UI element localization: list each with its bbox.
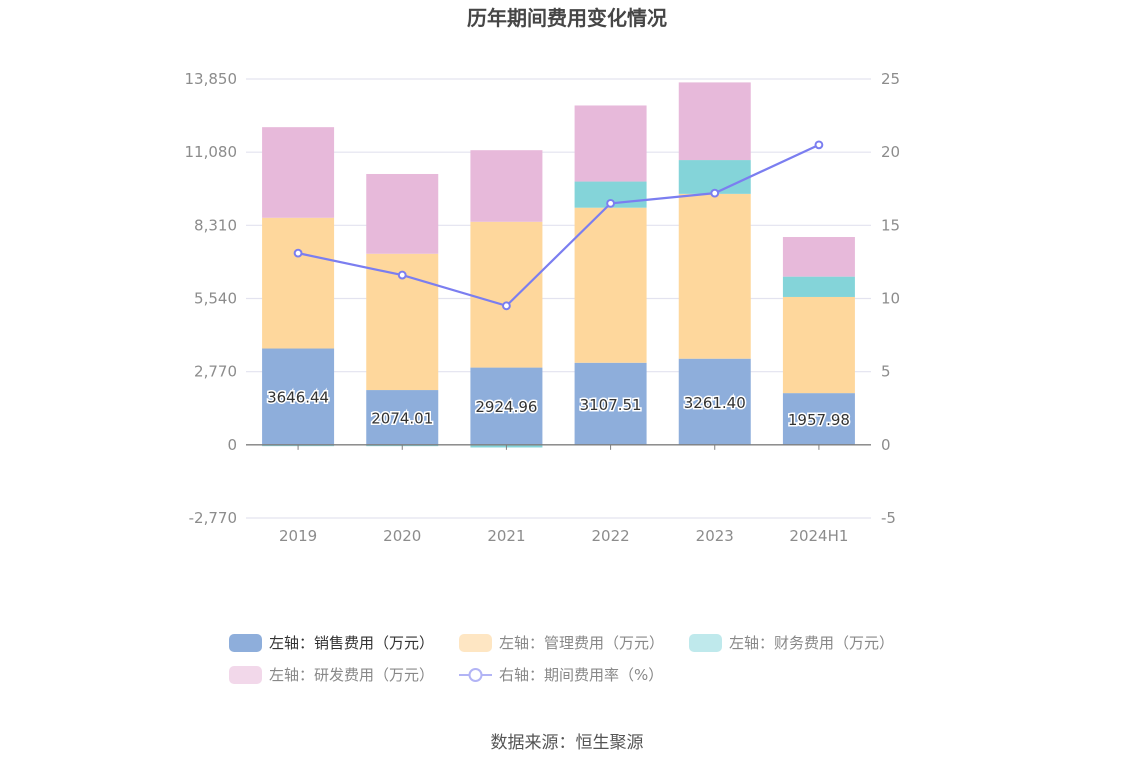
rate-point: [710, 188, 720, 198]
x-axis: [246, 444, 871, 450]
x-axis-tick-label: 2019: [279, 527, 317, 545]
bar-2-2023: [678, 160, 751, 194]
right-axis-tick-label: 15: [881, 216, 900, 234]
left-axis: 13,850 11,080 8,310 5,540 2,770 0 -2,770: [185, 70, 238, 527]
bar-2-2024H1: [782, 276, 855, 297]
legend-swatch: [689, 634, 722, 652]
line-series: [293, 140, 824, 311]
legend-label: 左轴：管理费用（万元）: [499, 634, 664, 652]
legend-label: 右轴：期间费用率（%）: [499, 666, 663, 684]
legend-swatch-marker: [468, 668, 483, 682]
bar-1-2021: [470, 221, 543, 368]
legend: 左轴：销售费用（万元） 左轴：管理费用（万元） 左轴：财务费用（万元） 左轴：研发费用…: [229, 634, 894, 684]
bar-data-label: 3261.40: [684, 394, 746, 412]
bar-3-2019: [262, 127, 335, 218]
bar-0-2020: [366, 390, 439, 445]
grid-lines: [246, 78, 871, 519]
x-axis-tick-label: 2020: [383, 527, 421, 545]
rate-point: [606, 198, 615, 208]
bar-data-label: 3107.51: [580, 396, 642, 414]
right-axis-tick-label: -5: [881, 509, 896, 527]
right-axis-tick-label: 20: [881, 143, 900, 161]
bar-data-label: 1957.98: [788, 411, 850, 429]
x-axis-labels: 2019 2020 2021 2022 2023 2024H1: [279, 527, 848, 545]
legend-swatch: [459, 634, 492, 652]
bar-1-2024H1: [782, 296, 855, 394]
legend-label: 左轴：销售费用（万元）: [269, 634, 434, 652]
bar-series: [262, 82, 855, 448]
bar-0-2021: [470, 367, 543, 445]
left-axis-tick-label: 11,080: [185, 143, 238, 161]
bar-3-2020: [366, 173, 439, 254]
legend-swatch: [229, 666, 262, 684]
right-axis-tick-label: 10: [881, 290, 900, 308]
bar-3-2022: [574, 105, 647, 182]
rate-point: [814, 140, 824, 150]
rate-line: [297, 143, 820, 308]
bar-3-2021: [470, 150, 543, 222]
source-note: 数据来源：恒生聚源: [491, 733, 644, 753]
chart-title: 历年期间费用变化情况: [467, 6, 667, 30]
rate-point: [293, 248, 303, 258]
bar-data-label: 2074.01: [371, 409, 433, 427]
left-axis-tick-label: -2,770: [189, 509, 237, 527]
bar-0-2019: [262, 348, 335, 445]
rate-point: [502, 301, 511, 311]
bar-labels: 3646.44 2074.01 2924.96 3107.51 3261.40 1957.…: [266, 387, 852, 430]
x-axis-tick-label: 2021: [487, 527, 525, 545]
left-axis-tick-label: 5,540: [194, 290, 237, 308]
bar-data-label: 3646.44: [267, 389, 329, 407]
right-axis-tick-label: 25: [881, 70, 900, 88]
legend-label: 左轴：财务费用（万元）: [729, 634, 894, 652]
bar-3-2023: [678, 82, 751, 161]
bar-1-2019: [262, 217, 335, 349]
x-axis-tick-label: 2022: [591, 527, 629, 545]
bar-1-2022: [574, 207, 647, 363]
legend-label: 左轴：研发费用（万元）: [269, 666, 434, 684]
right-axis-tick-label: 5: [881, 363, 891, 381]
x-axis-tick-label: 2024H1: [789, 527, 848, 545]
right-axis: 25 20 15 10 5 0 -5: [881, 70, 900, 527]
legend-swatch: [229, 634, 262, 652]
x-axis-tick-label: 2023: [696, 527, 734, 545]
right-axis-tick-label: 0: [881, 436, 891, 454]
left-axis-tick-label: 8,310: [194, 216, 237, 234]
rate-point: [397, 270, 407, 280]
bar-0-2023: [678, 358, 751, 445]
left-axis-tick-label: 2,770: [194, 363, 237, 381]
bar-1-2023: [678, 193, 751, 359]
bar-3-2024H1: [782, 237, 855, 277]
bar-data-label: 2924.96: [475, 398, 537, 416]
left-axis-tick-label: 13,850: [185, 70, 238, 88]
bar-0-2022: [574, 362, 647, 445]
left-axis-tick-label: 0: [227, 436, 237, 454]
bar-0-2024H1: [782, 393, 855, 445]
